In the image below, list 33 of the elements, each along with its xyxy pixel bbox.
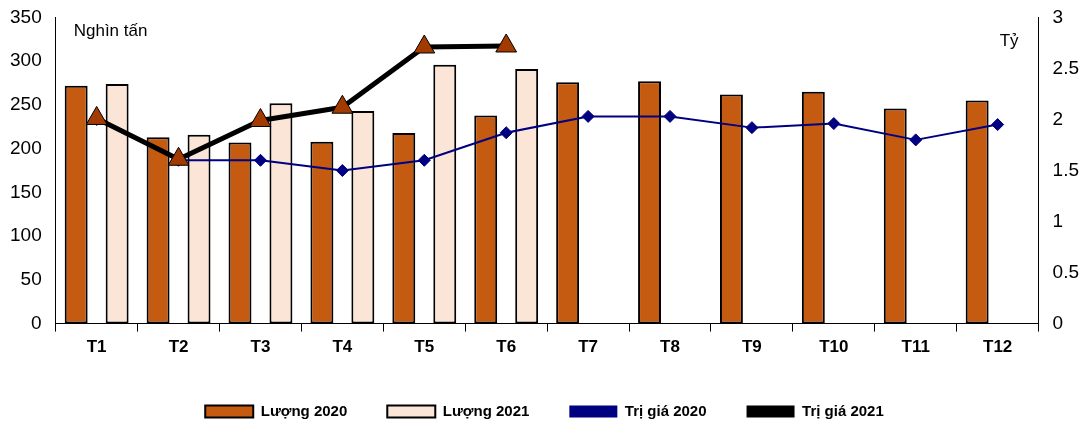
- y-tick-label: 100: [10, 224, 42, 246]
- y-tick-label: 150: [10, 180, 42, 202]
- x-tick-label: T9: [741, 337, 762, 357]
- y2-tick-label: 2: [1052, 107, 1064, 129]
- legend-label: Lượng 2020: [260, 401, 348, 419]
- legend-label: Trị giá 2021: [802, 401, 884, 419]
- x-tick-label: T5: [414, 337, 435, 357]
- y-tick-label: 200: [10, 136, 42, 158]
- x-tick-label: T8: [660, 337, 680, 357]
- y-tick-label: 50: [20, 268, 42, 290]
- y-axis-title: Nghìn tấn: [73, 21, 148, 41]
- x-tick-label: T3: [250, 337, 271, 357]
- y2-tick-label: 1: [1052, 209, 1064, 231]
- x-tick-label: T7: [578, 337, 599, 357]
- y2-tick-label: 1.5: [1052, 158, 1080, 180]
- y2-tick-label: 2.5: [1052, 56, 1080, 78]
- x-tick-label: T12: [982, 337, 1013, 357]
- y2-axis-title: Tỷ: [999, 31, 1020, 51]
- x-tick-label: T10: [819, 337, 849, 357]
- x-tick-label: T1: [86, 337, 107, 357]
- y-tick-label: 350: [10, 5, 42, 27]
- legend-label: Lượng 2021: [442, 401, 530, 419]
- y2-tick-label: 0: [1052, 311, 1064, 333]
- y-tick-label: 0: [31, 311, 42, 333]
- y2-tick-label: 0.5: [1052, 260, 1080, 282]
- y-tick-label: 300: [10, 49, 42, 71]
- y-tick-label: 250: [10, 93, 42, 115]
- y2-tick-label: 3: [1052, 5, 1064, 27]
- legend-label: Trị giá 2020: [624, 401, 707, 419]
- x-tick-label: T2: [168, 337, 189, 357]
- x-tick-label: T4: [332, 337, 353, 357]
- x-tick-label: T6: [496, 337, 517, 357]
- x-tick-label: T11: [901, 337, 930, 357]
